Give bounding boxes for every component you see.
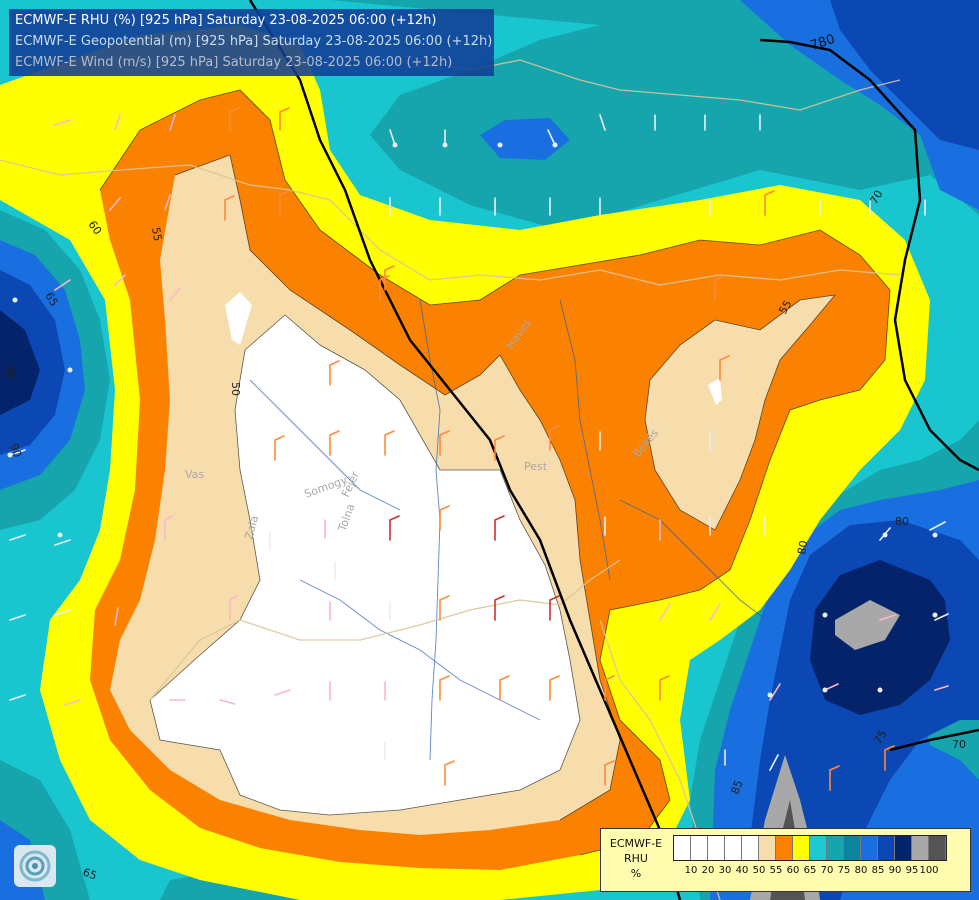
legend-color-scale bbox=[673, 835, 947, 861]
rhu-legend: ECMWF-E RHU % 10 20 30 40 50 55 60 65 70 75 80 85 90… bbox=[600, 828, 971, 892]
contour-label: 80 bbox=[795, 539, 810, 555]
legend-tick-label: 85 bbox=[871, 865, 885, 876]
legend-swatch bbox=[759, 836, 776, 860]
rhu-below-50-area bbox=[150, 315, 580, 815]
wind-barbs bbox=[7, 107, 949, 791]
legend-tick-label: 10 bbox=[684, 865, 698, 876]
contour-label: 65 bbox=[81, 866, 99, 883]
rhu-95-east bbox=[835, 600, 900, 650]
contour-label: 85 bbox=[729, 778, 746, 796]
rhu-80-north-spot bbox=[480, 118, 570, 160]
legend-tick-label: 70 bbox=[820, 865, 834, 876]
legend-tick-label: 75 bbox=[837, 865, 851, 876]
contour-label: 75 bbox=[871, 728, 889, 747]
geopotential-contour-east bbox=[759, 38, 979, 472]
legend-swatch bbox=[895, 836, 912, 860]
legend-title: ECMWF-E RHU % bbox=[605, 836, 667, 881]
region-label: Vas bbox=[185, 468, 204, 481]
legend-swatch bbox=[827, 836, 844, 860]
contour-label: 95 bbox=[3, 363, 20, 381]
legend-tick-label: 65 bbox=[803, 865, 817, 876]
contour-label: 55 bbox=[776, 298, 794, 317]
contour-label: 90 bbox=[7, 442, 24, 460]
legend-tick-label: 55 bbox=[769, 865, 783, 876]
legend-tick-label: 80 bbox=[854, 865, 868, 876]
rhu-85-northeast bbox=[830, 0, 979, 150]
legend-swatch bbox=[844, 836, 861, 860]
region-label: Zala bbox=[242, 514, 261, 541]
borders bbox=[0, 54, 901, 900]
legend-tick-label: 95 bbox=[905, 865, 919, 876]
title-geopotential: ECMWF-E Geopotential (m) [925 hPa] Satur… bbox=[15, 34, 493, 49]
rhu-below-50-spot bbox=[225, 292, 252, 345]
legend-swatch bbox=[776, 836, 793, 860]
contour-label: 80 bbox=[895, 515, 909, 528]
legend-swatch bbox=[674, 836, 691, 860]
contour-label: 70 bbox=[952, 738, 966, 751]
legend-tick-label: 50 bbox=[752, 865, 766, 876]
legend-tick-label: 40 bbox=[735, 865, 749, 876]
legend-title-line: % bbox=[630, 867, 642, 880]
contour-label: 55 bbox=[149, 226, 164, 242]
legend-swatch bbox=[810, 836, 827, 860]
rhu-50-55-east-pocket bbox=[645, 295, 835, 530]
contour-label: 50 bbox=[229, 382, 242, 396]
rhu-90-west bbox=[0, 310, 40, 415]
rhu-below-50-east-spot bbox=[708, 378, 722, 405]
legend-swatch bbox=[861, 836, 878, 860]
legend-tick-label: 60 bbox=[786, 865, 800, 876]
geopotential-contour-southeast bbox=[889, 728, 979, 752]
ecmwf-swirl-icon bbox=[14, 845, 56, 887]
legend-swatch bbox=[878, 836, 895, 860]
legend-title-line: RHU bbox=[624, 852, 648, 865]
legend-swatch bbox=[708, 836, 725, 860]
legend-tick-label: 30 bbox=[718, 865, 732, 876]
geopotential-contour bbox=[248, 0, 682, 900]
title-rhu: ECMWF-E RHU (%) [925 hPa] Saturday 23-08… bbox=[15, 13, 437, 28]
legend-tick-label: 100 bbox=[919, 865, 939, 876]
region-label: Pest bbox=[524, 460, 548, 473]
legend-tick-label: 20 bbox=[701, 865, 715, 876]
legend-swatch bbox=[929, 836, 946, 860]
contour-label: 65 bbox=[42, 290, 60, 309]
contour-value-labels: 60 55 50 65 90 95 55 70 80 80 75 70 85 6… bbox=[3, 188, 966, 883]
legend-swatch bbox=[742, 836, 759, 860]
legend-tick-label: 90 bbox=[888, 865, 902, 876]
legend-swatch bbox=[793, 836, 810, 860]
legend-title-line: ECMWF-E bbox=[609, 837, 663, 850]
map-title-box: ECMWF-E RHU (%) [925 hPa] Saturday 23-08… bbox=[9, 9, 494, 76]
contour-label: 70 bbox=[867, 188, 885, 207]
geopotential-label: 780 bbox=[809, 32, 837, 54]
legend-swatch bbox=[691, 836, 708, 860]
legend-swatch bbox=[725, 836, 742, 860]
title-wind: ECMWF-E Wind (m/s) [925 hPa] Saturday 23… bbox=[15, 55, 453, 70]
legend-swatch bbox=[912, 836, 929, 860]
